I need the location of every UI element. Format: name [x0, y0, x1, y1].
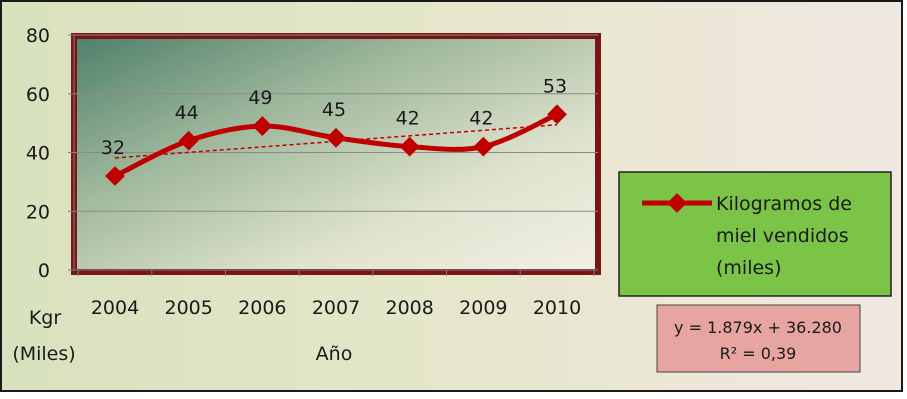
- y-tick-label: 40: [26, 143, 50, 165]
- y-tick-label: 20: [26, 201, 50, 223]
- x-tick-label: 2004: [91, 297, 139, 319]
- data-labels: 32 44 49 45 42 42 53: [101, 75, 567, 159]
- legend-box: [618, 171, 892, 297]
- legend-label-line2: miel vendidos: [716, 225, 849, 247]
- data-label: 42: [469, 108, 493, 130]
- line-chart: 0 20 40 60 80 2004 2005 2006 2007 2008 2009 2010 3…: [12, 25, 892, 373]
- x-tick-label: 2006: [238, 297, 286, 319]
- legend: Kilogramos de miel vendidos (miles): [618, 171, 892, 297]
- x-tick-label: 2009: [459, 297, 507, 319]
- x-axis-title: Año: [316, 343, 353, 365]
- y-tick-label: 0: [38, 260, 50, 282]
- x-tick-label: 2008: [386, 297, 434, 319]
- chart-frame: 0 20 40 60 80 2004 2005 2006 2007 2008 2009 2010 3…: [0, 0, 903, 392]
- data-label: 32: [101, 137, 125, 159]
- series-markers: [105, 104, 567, 186]
- r-squared-text: R² = 0,39: [720, 344, 797, 363]
- series-marker: [399, 136, 420, 157]
- data-label: 42: [396, 108, 420, 130]
- x-tick-label: 2010: [533, 297, 581, 319]
- x-axis: 2004 2005 2006 2007 2008 2009 2010: [74, 269, 598, 319]
- y-axis-title-line2: (Miles): [12, 343, 75, 365]
- data-label: 49: [248, 87, 272, 109]
- series-marker: [105, 166, 125, 186]
- x-tick-label: 2007: [312, 297, 360, 319]
- y-axis: 0 20 40 60 80: [26, 25, 75, 282]
- y-tick-label: 80: [26, 25, 50, 47]
- data-label: 45: [322, 99, 346, 121]
- series-marker: [473, 136, 494, 157]
- series-marker: [252, 116, 273, 136]
- equation-text: y = 1.879x + 36.280: [674, 318, 842, 337]
- y-axis-title-line1: Kgr: [29, 307, 62, 329]
- trendline: [114, 124, 558, 159]
- legend-label-line3: (miles): [716, 257, 781, 279]
- legend-label-line1: Kilogramos de: [716, 193, 852, 215]
- trendline-equation: y = 1.879x + 36.280 R² = 0,39: [656, 304, 861, 373]
- x-tick-label: 2005: [164, 297, 212, 319]
- series-marker: [178, 130, 199, 151]
- equation-box: [656, 304, 861, 373]
- data-label: 53: [543, 75, 567, 97]
- y-tick-label: 60: [26, 84, 50, 106]
- data-label: 44: [175, 102, 199, 124]
- series-marker: [326, 127, 346, 148]
